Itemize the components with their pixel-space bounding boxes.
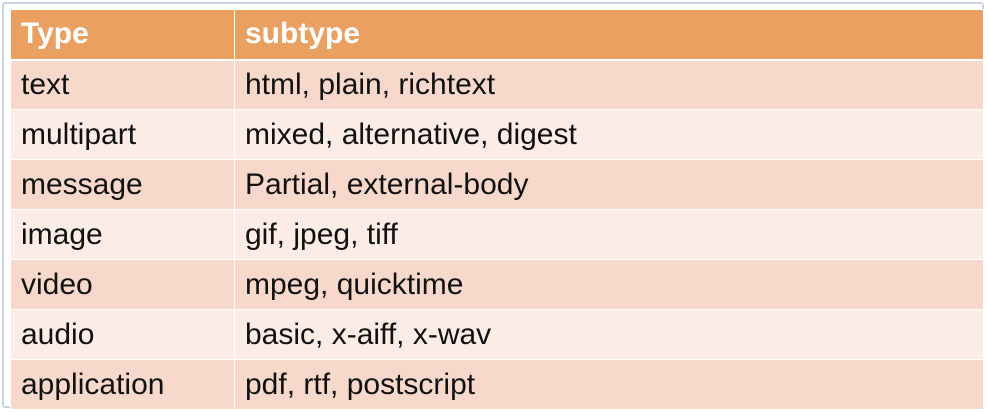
subtype-cell: basic, x-aiff, x-wav bbox=[234, 309, 984, 360]
type-cell: application bbox=[10, 359, 235, 410]
table-row: application pdf, rtf, postscript bbox=[10, 359, 984, 410]
subtype-cell: gif, jpeg, tiff bbox=[234, 209, 984, 260]
header-subtype: subtype bbox=[234, 9, 984, 60]
table-row: video mpeg, quicktime bbox=[10, 259, 984, 310]
table-row: message Partial, external-body bbox=[10, 159, 984, 210]
table-row: multipart mixed, alternative, digest bbox=[10, 109, 984, 160]
type-cell: image bbox=[10, 209, 235, 260]
type-cell: audio bbox=[10, 309, 235, 360]
type-cell: video bbox=[10, 259, 235, 310]
subtype-cell: Partial, external-body bbox=[234, 159, 984, 210]
mime-types-table: Type subtype text html, plain, richtext … bbox=[10, 9, 984, 410]
type-cell: multipart bbox=[10, 109, 235, 160]
type-cell: text bbox=[10, 58, 235, 110]
header-type: Type bbox=[10, 9, 235, 60]
subtype-cell: html, plain, richtext bbox=[234, 58, 984, 110]
table-header-row: Type subtype bbox=[10, 9, 984, 60]
subtype-cell: pdf, rtf, postscript bbox=[234, 359, 984, 410]
type-cell: message bbox=[10, 159, 235, 210]
subtype-cell: mixed, alternative, digest bbox=[234, 109, 984, 160]
table-row: image gif, jpeg, tiff bbox=[10, 209, 984, 260]
table-row: audio basic, x-aiff, x-wav bbox=[10, 309, 984, 360]
table-row: text html, plain, richtext bbox=[10, 58, 984, 110]
subtype-cell: mpeg, quicktime bbox=[234, 259, 984, 310]
